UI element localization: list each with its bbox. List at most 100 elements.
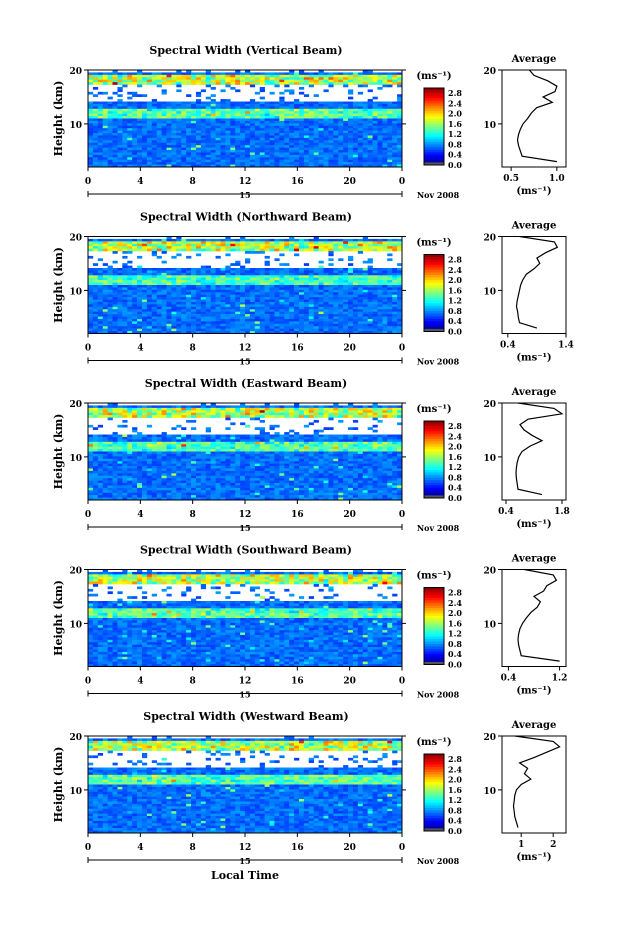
heatmap-cell xyxy=(97,133,104,136)
heatmap-cell xyxy=(392,405,398,409)
heatmap-cell xyxy=(117,135,123,139)
heatmap-cell xyxy=(289,159,295,163)
heatmap-cell xyxy=(200,162,207,165)
heatmap-cell xyxy=(176,248,182,252)
heatmap-cell xyxy=(181,123,187,127)
heatmap-cell xyxy=(137,432,143,435)
heatmap-cell xyxy=(392,331,398,334)
heatmap-cell xyxy=(323,321,329,325)
heatmap-cell xyxy=(235,159,241,163)
heatmap-cell xyxy=(279,120,285,124)
heatmap-cell xyxy=(127,106,133,110)
heatmap-cell xyxy=(146,74,153,78)
heatmap-cell xyxy=(382,150,388,153)
heatmap-cell xyxy=(191,82,197,85)
heatmap-cell xyxy=(186,106,192,110)
heatmap-cell xyxy=(102,439,108,443)
heatmap-cell xyxy=(161,77,167,80)
heatmap-cell xyxy=(107,270,113,274)
heatmap-cell xyxy=(156,405,162,409)
heatmap-cell xyxy=(382,436,388,440)
heatmap-cell xyxy=(338,405,344,409)
heatmap-cell xyxy=(156,157,162,161)
heatmap-cell xyxy=(367,280,373,283)
heatmap-cell xyxy=(284,142,290,146)
heatmap-cell xyxy=(146,272,153,276)
heatmap-cell xyxy=(132,323,138,327)
colorbar-step xyxy=(424,262,444,266)
heatmap-cell xyxy=(92,434,99,438)
heatmap-cell xyxy=(176,89,182,93)
heatmap-cell xyxy=(362,297,368,300)
heatmap-cell xyxy=(132,116,138,119)
heatmap-cell xyxy=(284,311,290,315)
heatmap-cell xyxy=(397,135,403,139)
heatmap-cell xyxy=(240,407,246,411)
colorbar-step xyxy=(424,113,444,117)
heatmap-cell xyxy=(372,150,378,153)
heatmap-cell xyxy=(303,439,310,443)
heatmap-cell xyxy=(146,128,153,131)
heatmap-cell xyxy=(225,297,231,300)
heatmap-cell xyxy=(137,238,143,242)
heatmap-cell xyxy=(97,285,104,288)
heatmap-cell xyxy=(274,299,280,303)
heatmap-cell xyxy=(264,152,270,156)
heatmap-cell xyxy=(92,243,99,247)
heatmap-cell xyxy=(181,415,187,418)
heatmap-cell xyxy=(92,123,99,127)
heatmap-cell xyxy=(294,301,300,305)
heatmap-cell xyxy=(122,120,128,124)
heatmap-cell xyxy=(230,159,236,163)
heatmap-cell xyxy=(225,280,231,283)
heatmap-cell xyxy=(387,101,393,105)
heatmap-cell xyxy=(328,427,334,430)
heatmap-cell xyxy=(274,270,280,274)
heatmap-cell xyxy=(362,135,368,139)
heatmap-cell xyxy=(151,410,157,413)
heatmap-cell xyxy=(151,268,157,271)
heatmap-cell xyxy=(132,133,138,136)
heatmap-cell xyxy=(186,246,192,249)
heatmap-cell xyxy=(102,72,108,76)
heatmap-cell xyxy=(323,241,329,245)
heatmap-cell xyxy=(269,407,275,411)
heatmap-cell xyxy=(88,294,94,298)
heatmap-cell xyxy=(313,277,319,281)
heatmap-cell xyxy=(338,314,344,317)
heatmap-cell xyxy=(88,106,94,110)
heatmap-cell xyxy=(328,118,334,122)
heatmap-cell xyxy=(357,280,364,283)
heatmap-cell xyxy=(210,79,216,83)
heatmap-cell xyxy=(328,311,334,315)
heatmap-cell xyxy=(318,289,324,293)
heatmap-cell xyxy=(382,405,388,409)
heatmap-cell xyxy=(279,150,285,153)
heatmap-cell xyxy=(348,133,354,136)
heatmap-cell xyxy=(303,111,310,114)
heatmap-cell xyxy=(313,154,319,158)
heatmap-cell xyxy=(235,103,241,107)
heatmap-cell xyxy=(338,152,344,156)
heatmap-cell xyxy=(313,133,319,136)
heatmap-cell xyxy=(328,280,334,283)
heatmap-cell xyxy=(88,77,94,80)
heatmap-cell xyxy=(284,108,290,112)
heatmap-cell xyxy=(210,140,216,144)
heatmap-cell xyxy=(259,434,265,438)
heatmap-cell xyxy=(397,140,403,144)
heatmap-cell xyxy=(352,74,359,78)
heatmap-cell xyxy=(210,101,216,105)
heatmap-cell xyxy=(151,272,157,276)
heatmap-cell xyxy=(245,137,251,141)
heatmap-cell xyxy=(279,140,285,144)
heatmap-cell xyxy=(240,116,246,119)
heatmap-cell xyxy=(137,265,143,269)
heatmap-cell xyxy=(141,277,148,281)
heatmap-cell xyxy=(151,415,157,418)
heatmap-cell xyxy=(294,331,300,334)
heatmap-cell xyxy=(323,299,329,303)
heatmap-cell xyxy=(117,328,123,332)
heatmap-cell xyxy=(97,297,104,300)
heatmap-cell xyxy=(362,140,368,144)
